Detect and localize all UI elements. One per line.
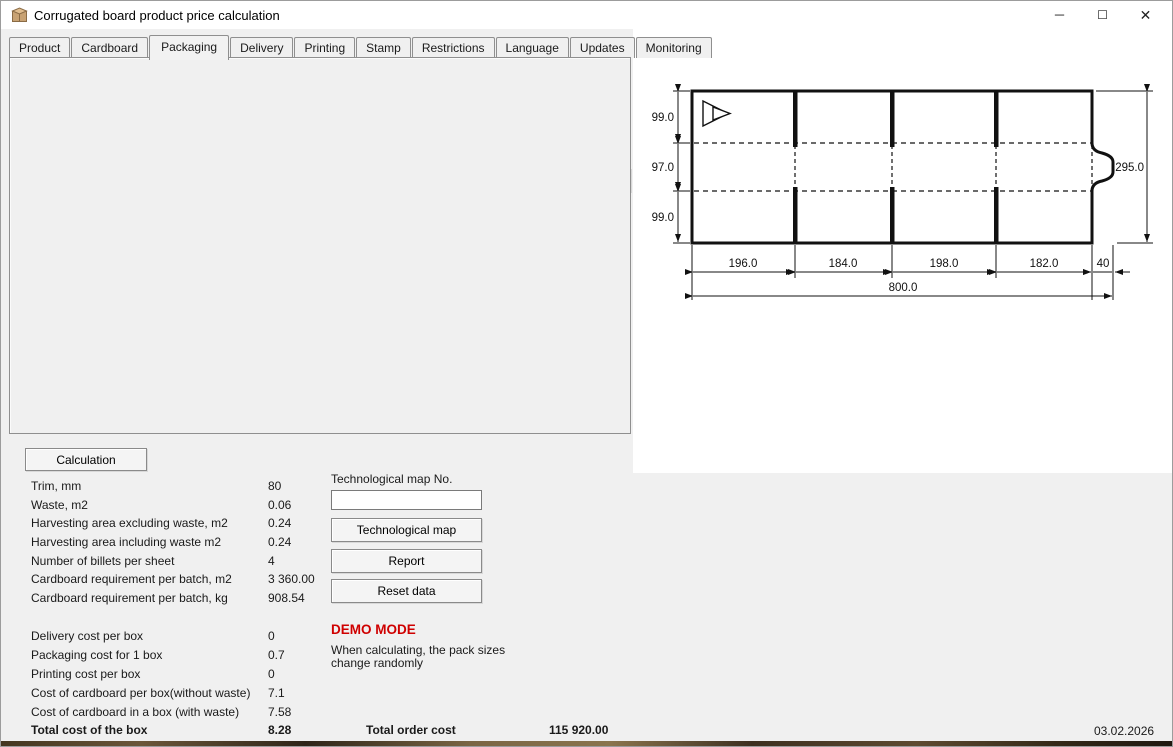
tab-delivery[interactable]: Delivery	[230, 37, 294, 58]
calc-row-label: Cardboard requirement per batch, kg	[31, 591, 228, 605]
calc-row-label: Packaging cost for 1 box	[31, 648, 163, 662]
slot	[793, 187, 798, 243]
dim-label-panel2: 184.0	[829, 258, 858, 270]
tab-stamp[interactable]: Stamp	[356, 37, 411, 58]
calc-row-value: 0.06	[268, 498, 292, 512]
dim-label-left-mid: 97.0	[652, 162, 674, 174]
slot	[994, 91, 999, 147]
tab-product[interactable]: Product	[9, 37, 71, 58]
calc-row-label: Printing cost per box	[31, 667, 141, 681]
calc-row-value: 7.1	[268, 686, 285, 700]
calc-row-label: Cardboard requirement per batch, m2	[31, 572, 232, 586]
dim-label-panel3: 198.0	[930, 258, 959, 270]
packaging-tab-page	[9, 57, 631, 434]
blank-outline	[690, 89, 1115, 245]
report-button[interactable]: Report	[331, 549, 482, 573]
calc-row-value: 0	[268, 629, 275, 643]
demo-mode-description: change randomly	[331, 656, 424, 670]
calc-row-value: 4	[268, 554, 275, 568]
total-box-cost-label: Total cost of the box	[31, 723, 148, 737]
calc-row-label: Harvesting area excluding waste, m2	[31, 516, 228, 530]
calc-row-label: Trim, mm	[31, 479, 82, 493]
app-box-icon	[11, 7, 28, 22]
dim-label-total-width: 800.0	[889, 282, 918, 294]
tech-map-button[interactable]: Technological map	[331, 518, 482, 542]
tech-map-no-input[interactable]	[331, 490, 482, 510]
tab-monitoring[interactable]: Monitoring	[635, 37, 712, 58]
dim-label-left-top: 99.0	[652, 112, 674, 124]
tech-map-no-label: Technological map No.	[331, 472, 453, 486]
calc-row-value: 0.7	[268, 648, 285, 662]
calc-row-value: 80	[268, 479, 282, 493]
maximize-button[interactable]: ☐	[1097, 8, 1108, 22]
calc-row-label: Cost of cardboard in a box (with waste)	[31, 705, 240, 719]
title-bar: Corrugated board product price calculati…	[1, 1, 1172, 29]
calc-row-label: Number of billets per sheet	[31, 554, 175, 568]
dim-label-panel1: 196.0	[729, 258, 758, 270]
dim-label-left-bot: 99.0	[652, 212, 674, 224]
close-button[interactable]: ✕	[1139, 7, 1152, 23]
desktop-wallpaper-strip	[1, 741, 1172, 746]
calc-row-value: 908.54	[268, 591, 305, 605]
calc-row-value: 3 360.00	[268, 572, 315, 586]
calc-row-label: Delivery cost per box	[31, 629, 144, 643]
calc-row-label: Waste, m2	[31, 498, 88, 512]
dim-label-height: 295.0	[1115, 162, 1144, 174]
slot	[994, 187, 999, 243]
slot	[890, 91, 895, 147]
tab-strip: Product Cardboard Packaging Delivery Pri…	[9, 35, 713, 60]
calc-row-label: Harvesting area including waste m2	[31, 535, 222, 549]
calc-row-value: 0.24	[268, 516, 292, 530]
tab-printing[interactable]: Printing	[294, 37, 356, 58]
box-drawing-panel: 99.0 97.0 99.0 295.0 196.0 184.0	[633, 29, 1172, 473]
demo-mode-label: DEMO MODE	[331, 622, 416, 637]
dim-label-panel4: 182.0	[1030, 258, 1059, 270]
slot	[793, 91, 798, 147]
calc-row-value: 0.24	[268, 535, 292, 549]
minimize-button[interactable]: ─	[1054, 7, 1065, 22]
date-label: 03.02.2026	[1094, 724, 1155, 738]
calc-row-value: 7.58	[268, 705, 292, 719]
calculation-button[interactable]: Calculation	[25, 448, 147, 471]
box-blank-drawing: 99.0 97.0 99.0 295.0 196.0 184.0	[652, 84, 1153, 300]
total-order-cost-label: Total order cost	[366, 723, 456, 737]
tab-cardboard[interactable]: Cardboard	[71, 37, 149, 58]
tab-packaging[interactable]: Packaging	[149, 35, 230, 60]
calc-row-value: 0	[268, 667, 275, 681]
dim-label-tab: 40	[1097, 258, 1110, 270]
tab-updates[interactable]: Updates	[569, 37, 635, 58]
demo-mode-description: When calculating, the pack sizes	[331, 643, 506, 657]
tab-restrictions[interactable]: Restrictions	[411, 37, 495, 58]
corrugation-direction-icon	[712, 105, 732, 122]
slot	[890, 187, 895, 243]
calc-row-label: Cost of cardboard per box(without waste)	[31, 686, 251, 700]
total-order-cost-value: 115 920.00	[549, 723, 609, 737]
total-box-cost-value: 8.28	[268, 723, 292, 737]
tab-language[interactable]: Language	[495, 37, 569, 58]
window-title: Corrugated board product price calculati…	[34, 8, 280, 23]
reset-data-button[interactable]: Reset data	[331, 579, 482, 603]
